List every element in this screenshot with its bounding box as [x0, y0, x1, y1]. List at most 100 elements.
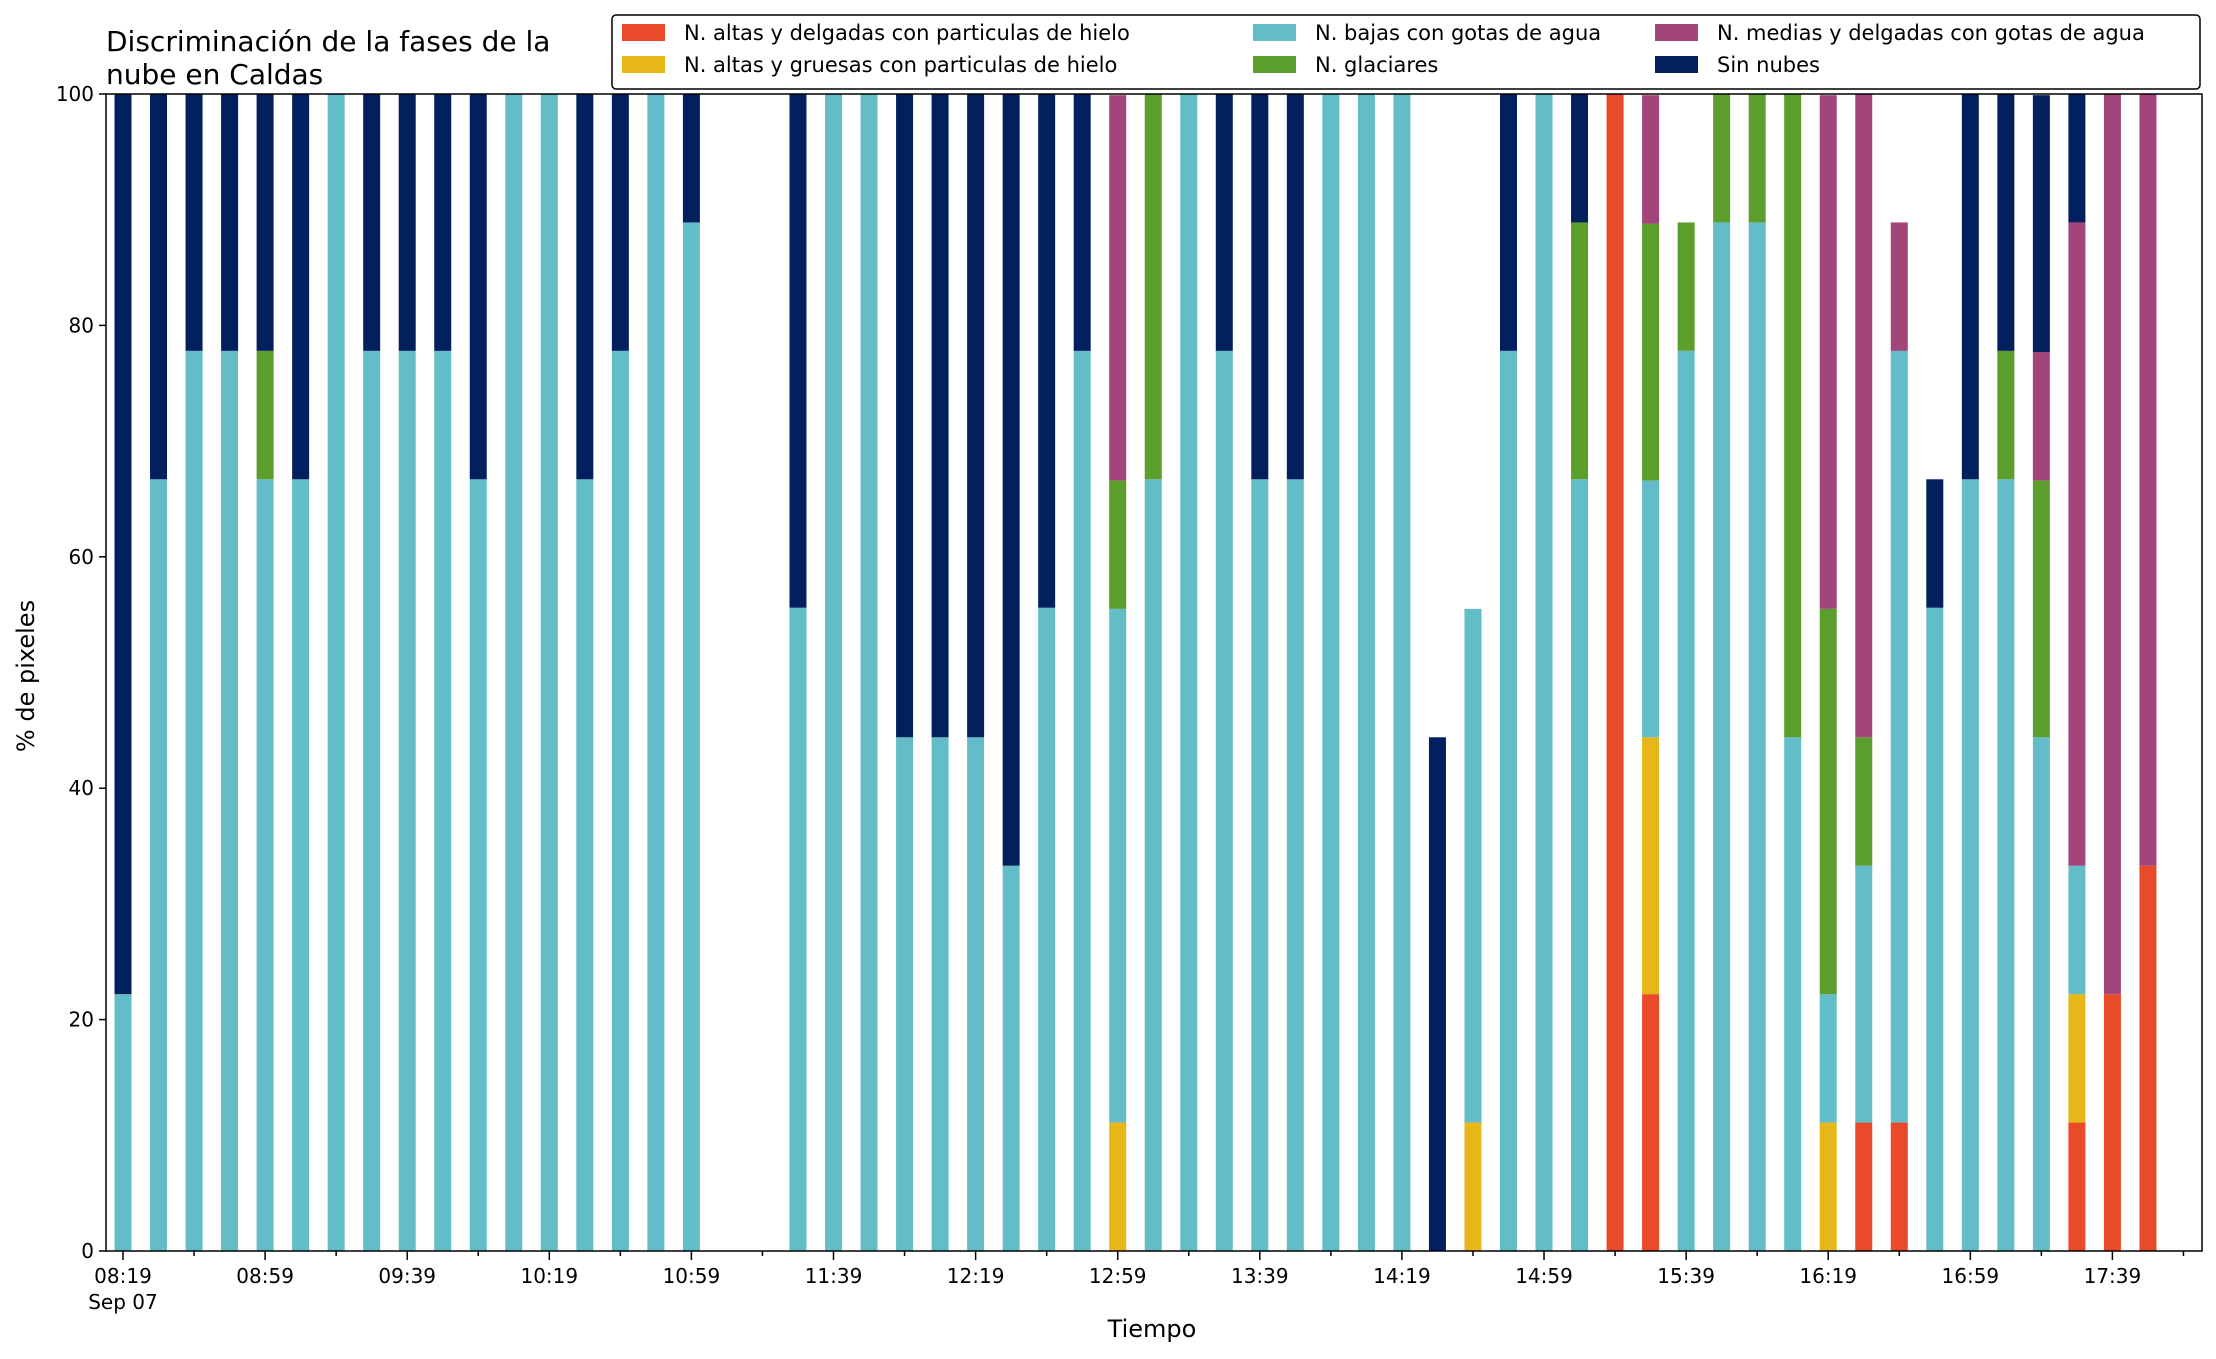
bar-segment — [1997, 479, 2015, 1251]
bars-layer — [114, 94, 2157, 1252]
bar-segment — [1499, 94, 1517, 351]
bar-segment — [221, 94, 239, 351]
chart-title-line-2: nube en Caldas — [106, 58, 323, 91]
bar-segment — [1038, 94, 1056, 608]
bar-segment — [1677, 222, 1695, 351]
bar-segment — [185, 94, 203, 351]
bar-segment — [2032, 480, 2050, 738]
legend-swatch — [1253, 56, 1296, 73]
bar-segment — [2032, 352, 2050, 481]
bar-segment — [1215, 94, 1233, 351]
legend-swatch — [622, 24, 665, 41]
x-tick-label: 14:19 — [1373, 1264, 1431, 1288]
bar-segment — [469, 94, 487, 480]
bar-segment — [1926, 479, 1944, 608]
y-tick-label: 60 — [69, 545, 94, 569]
x-tick-label: 08:19 — [94, 1264, 152, 1288]
bar-segment — [185, 350, 203, 1252]
bar-segment — [150, 94, 168, 480]
y-tick-label: 0 — [81, 1239, 94, 1263]
bar-segment — [1002, 865, 1020, 1251]
bar-segment — [860, 94, 878, 1251]
bar-segment — [1428, 737, 1446, 1251]
bar-segment — [611, 94, 629, 351]
bar-segment — [363, 350, 381, 1252]
bar-segment — [1890, 222, 1908, 351]
bar-segment — [1215, 350, 1233, 1252]
legend-label: N. altas y delgadas con particulas de hi… — [684, 21, 1130, 45]
x-tick-label: 12:59 — [1089, 1264, 1147, 1288]
bar-segment — [682, 222, 700, 1252]
bar-segment — [469, 479, 487, 1251]
bar-segment — [1571, 479, 1589, 1251]
x-tick-label: 15:39 — [1657, 1264, 1715, 1288]
bar-segment — [967, 94, 985, 738]
bar-segment — [789, 94, 807, 608]
bar-segment — [576, 479, 594, 1251]
bar-segment — [256, 479, 274, 1251]
y-tick-label: 80 — [69, 313, 94, 337]
legend-swatch — [622, 56, 665, 73]
bar-segment — [1926, 607, 1944, 1251]
bar-segment — [1961, 479, 1979, 1251]
plot-frame — [105, 93, 2203, 1252]
bar-segment — [576, 94, 594, 480]
bar-segment — [1038, 607, 1056, 1251]
x-tick-label: 16:59 — [1942, 1264, 2000, 1288]
bar-segment — [2103, 994, 2121, 1251]
bar-segment — [292, 94, 310, 480]
bar-segment — [1571, 222, 1589, 480]
bar-segment — [1642, 223, 1660, 481]
bar-segment — [1073, 350, 1091, 1252]
bar-segment — [398, 350, 416, 1252]
chart-title-line-1: Discriminación de la fases de la — [106, 25, 550, 58]
x-axis-label: Tiempo — [1107, 1315, 1197, 1343]
bar-segment — [1251, 94, 1269, 480]
bar-segment — [1642, 994, 1660, 1251]
bar-segment — [1535, 94, 1553, 1251]
x-tick-label: 13:39 — [1231, 1264, 1289, 1288]
bar-segment — [1855, 737, 1873, 866]
bar-segment — [1890, 1122, 1908, 1251]
bar-segment — [789, 607, 807, 1251]
bar-segment — [292, 479, 310, 1251]
bar-segment — [1180, 94, 1198, 1251]
bar-segment — [434, 350, 452, 1252]
bar-segment — [1286, 94, 1304, 480]
bar-segment — [931, 94, 949, 738]
bar-segment — [1677, 350, 1695, 1252]
bar-segment — [1571, 94, 1589, 223]
bar-segment — [1784, 94, 1802, 738]
bar-segment — [1073, 94, 1091, 351]
bar-segment — [1713, 222, 1731, 1252]
bar-segment — [150, 479, 168, 1251]
bar-segment — [611, 350, 629, 1252]
x-tick-label: 09:39 — [378, 1264, 436, 1288]
bar-segment — [2139, 865, 2157, 1251]
bar-segment — [256, 94, 274, 351]
bar-segment — [1748, 222, 1766, 1252]
legend-box — [611, 14, 2201, 90]
legend-label: N. altas y gruesas con particulas de hie… — [684, 53, 1117, 77]
bar-segment — [647, 94, 665, 1251]
bar-segment — [1322, 94, 1340, 1251]
bar-segment — [363, 94, 381, 351]
legend-swatch — [1253, 24, 1296, 41]
legend: N. altas y delgadas con particulas de hi… — [611, 14, 2201, 90]
bar-segment — [896, 737, 914, 1251]
x-tick-label: 10:59 — [663, 1264, 721, 1288]
bar-segment — [2103, 94, 2121, 995]
y-tick-label: 100 — [56, 82, 94, 106]
bar-segment — [1642, 737, 1660, 995]
bar-segment — [256, 350, 274, 480]
x-tick-label: 12:19 — [947, 1264, 1005, 1288]
bar-segment — [1109, 608, 1127, 1123]
bar-segment — [1251, 479, 1269, 1251]
legend-label: N. glaciares — [1315, 53, 1438, 77]
x-tick-label: 14:59 — [1515, 1264, 1573, 1288]
bar-segment — [1819, 608, 1837, 995]
bar-segment — [1109, 480, 1127, 609]
